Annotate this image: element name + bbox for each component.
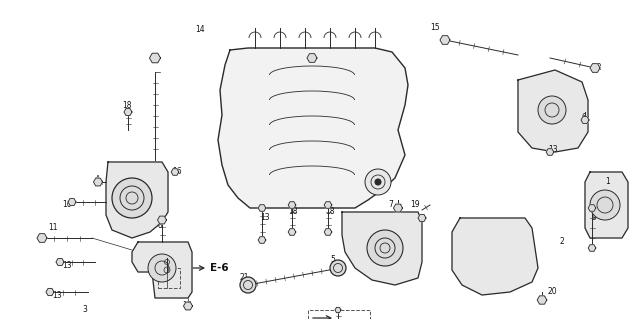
Text: 17: 17 [182, 300, 191, 309]
Polygon shape [335, 308, 341, 313]
Text: 13: 13 [260, 213, 269, 222]
Polygon shape [218, 48, 408, 208]
Polygon shape [590, 64, 600, 72]
Text: 10: 10 [62, 201, 72, 210]
Polygon shape [258, 237, 266, 243]
Text: 11: 11 [48, 224, 58, 233]
Text: 6: 6 [582, 114, 587, 122]
Polygon shape [37, 234, 47, 242]
Polygon shape [452, 218, 538, 295]
Text: 13: 13 [548, 145, 557, 154]
Text: 5: 5 [330, 256, 335, 264]
Polygon shape [585, 172, 628, 238]
Circle shape [112, 178, 152, 218]
Polygon shape [324, 202, 332, 208]
Polygon shape [307, 54, 317, 62]
Polygon shape [588, 205, 596, 211]
Text: 7: 7 [388, 201, 393, 210]
Polygon shape [537, 296, 547, 304]
Circle shape [240, 277, 256, 293]
Text: 12: 12 [592, 63, 602, 72]
Circle shape [367, 230, 403, 266]
Text: 20: 20 [548, 287, 557, 296]
Text: 18: 18 [288, 207, 298, 217]
Circle shape [538, 96, 566, 124]
Text: 2: 2 [560, 238, 564, 247]
Bar [158, 268, 180, 288]
Polygon shape [106, 162, 168, 238]
Polygon shape [288, 229, 296, 235]
Polygon shape [150, 53, 161, 63]
Polygon shape [46, 289, 54, 295]
Polygon shape [394, 204, 403, 212]
Bar [308, 310, 370, 319]
Polygon shape [157, 216, 166, 224]
Polygon shape [588, 245, 596, 251]
Polygon shape [418, 215, 426, 221]
Text: 3: 3 [82, 306, 87, 315]
Text: 13: 13 [62, 261, 72, 270]
Text: 15: 15 [430, 24, 440, 33]
Text: 19: 19 [410, 201, 420, 210]
Text: E-6: E-6 [210, 263, 228, 273]
Circle shape [330, 260, 346, 276]
Polygon shape [68, 198, 76, 205]
Polygon shape [56, 258, 64, 265]
Polygon shape [124, 108, 132, 115]
Polygon shape [342, 212, 422, 285]
Text: 13: 13 [52, 291, 61, 300]
Circle shape [148, 254, 176, 282]
Polygon shape [288, 202, 296, 208]
Text: 1: 1 [605, 177, 610, 187]
Text: 4: 4 [95, 175, 100, 184]
Text: 16: 16 [172, 167, 182, 176]
Polygon shape [440, 36, 450, 44]
Text: 18: 18 [122, 100, 131, 109]
Circle shape [590, 190, 620, 220]
Text: 18: 18 [325, 207, 335, 217]
Text: 8: 8 [158, 220, 163, 229]
Circle shape [375, 179, 381, 185]
Text: 14: 14 [195, 26, 205, 34]
Polygon shape [581, 116, 589, 123]
Polygon shape [546, 149, 554, 155]
Polygon shape [93, 178, 102, 186]
Circle shape [365, 169, 391, 195]
Text: 9: 9 [592, 213, 597, 222]
Polygon shape [258, 205, 266, 211]
Polygon shape [324, 229, 332, 235]
Polygon shape [172, 169, 179, 175]
Polygon shape [132, 242, 192, 298]
Polygon shape [184, 302, 193, 310]
Text: 21: 21 [240, 273, 250, 283]
Polygon shape [518, 70, 588, 152]
